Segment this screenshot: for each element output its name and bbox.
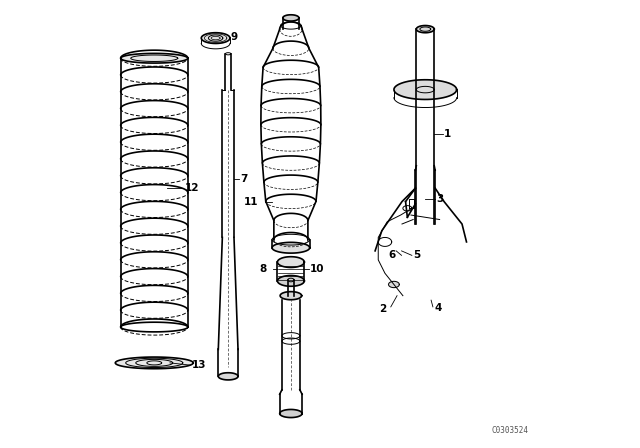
Text: 3: 3	[436, 194, 444, 204]
Polygon shape	[121, 53, 188, 63]
Text: 1: 1	[444, 129, 451, 139]
Text: 4: 4	[435, 303, 442, 313]
Polygon shape	[388, 281, 399, 288]
Text: 10: 10	[310, 264, 324, 274]
Text: 12: 12	[185, 183, 199, 193]
Polygon shape	[280, 409, 302, 418]
Polygon shape	[202, 33, 230, 43]
Text: 6: 6	[388, 250, 396, 260]
Text: 11: 11	[244, 197, 259, 207]
Polygon shape	[280, 292, 301, 300]
Text: C0303524: C0303524	[492, 426, 528, 435]
Text: 13: 13	[191, 360, 206, 370]
Polygon shape	[394, 80, 457, 99]
Polygon shape	[278, 276, 304, 286]
Text: 5: 5	[413, 250, 420, 260]
Polygon shape	[218, 373, 238, 380]
Polygon shape	[417, 26, 435, 33]
Text: 2: 2	[379, 304, 387, 314]
Polygon shape	[272, 242, 310, 253]
Polygon shape	[283, 15, 299, 21]
Text: 7: 7	[241, 174, 248, 184]
Text: 8: 8	[259, 264, 266, 274]
Polygon shape	[278, 257, 304, 267]
Text: 9: 9	[230, 32, 237, 42]
Polygon shape	[115, 357, 193, 369]
